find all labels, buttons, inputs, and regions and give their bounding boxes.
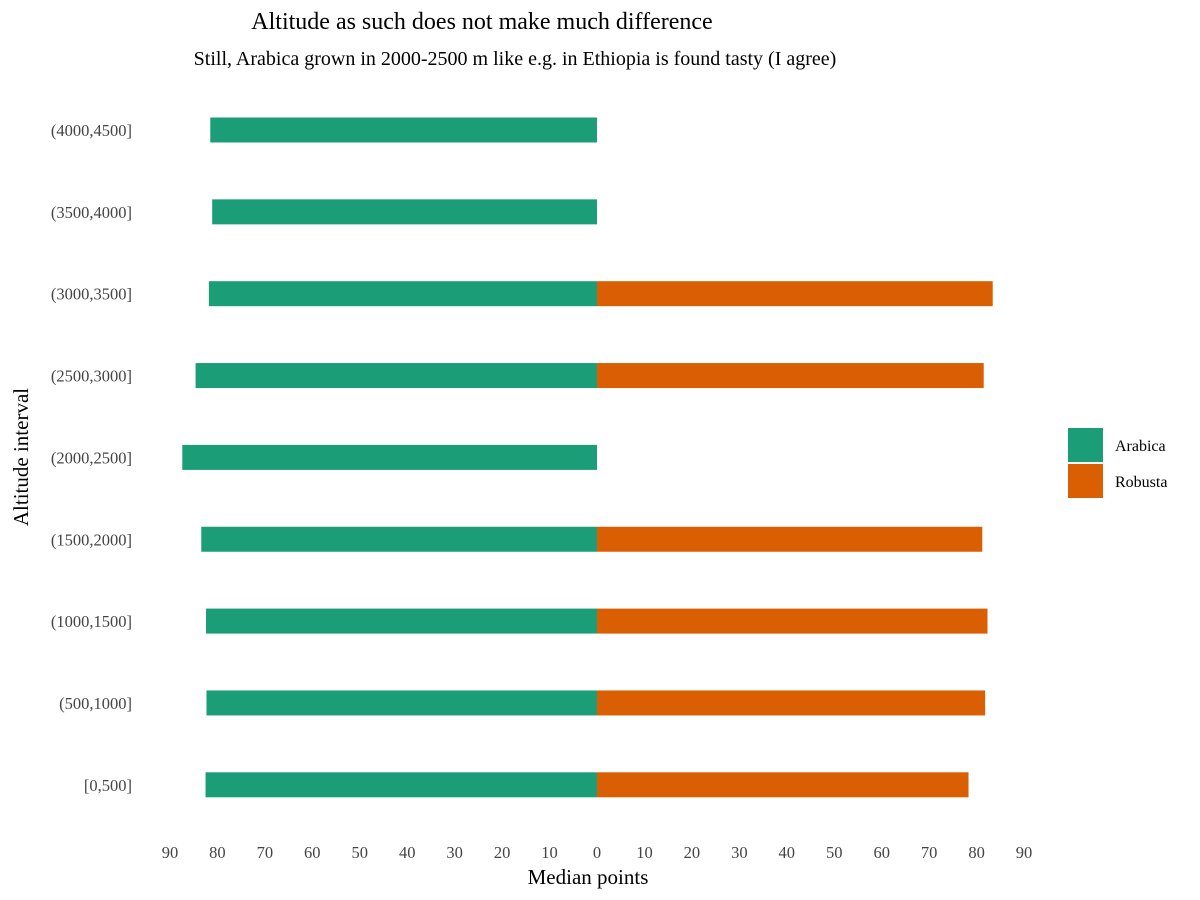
bar-robusta-5 — [597, 363, 984, 389]
x-tick-label: 10 — [636, 843, 653, 862]
bar-robusta-2 — [597, 608, 988, 634]
x-tick-label: 60 — [304, 843, 321, 862]
bar-robusta-0 — [597, 772, 969, 798]
y-tick-label: (3500,4000] — [51, 203, 132, 222]
legend-key-robusta — [1068, 464, 1103, 498]
legend-label-robusta: Robusta — [1115, 474, 1167, 491]
bar-arabica-5 — [195, 363, 597, 389]
x-tick-label: 50 — [352, 843, 369, 862]
y-tick-label: (2000,2500] — [51, 448, 132, 467]
x-tick-label: 80 — [209, 843, 226, 862]
x-tick-label: 90 — [162, 843, 179, 862]
y-tick-label: (3000,3500] — [51, 285, 132, 304]
y-tick-label: (1500,2000] — [51, 530, 132, 549]
x-tick-label: 90 — [1016, 843, 1033, 862]
bar-arabica-2 — [206, 608, 597, 634]
x-tick-label: 40 — [779, 843, 796, 862]
y-tick-label: (4000,4500] — [51, 121, 132, 140]
x-tick-label: 80 — [968, 843, 985, 862]
x-tick-label: 10 — [541, 843, 558, 862]
legend-label-arabica: Arabica — [1115, 438, 1166, 455]
x-tick-label: 20 — [494, 843, 511, 862]
x-tick-label: 30 — [731, 843, 748, 862]
bar-arabica-8 — [210, 117, 597, 143]
legend: Arabica Robusta — [1068, 428, 1167, 498]
bar-arabica-7 — [212, 199, 598, 225]
bar-robusta-6 — [597, 281, 993, 307]
x-tick-label: 70 — [921, 843, 938, 862]
y-axis-title: Altitude interval — [9, 388, 33, 526]
bar-robusta-1 — [597, 690, 986, 716]
bar-arabica-0 — [205, 772, 597, 798]
bar-arabica-3 — [201, 526, 597, 552]
x-tick-label: 0 — [593, 843, 601, 862]
bar-arabica-4 — [182, 444, 598, 470]
legend-key-arabica — [1068, 428, 1103, 462]
y-tick-label: (2500,3000] — [51, 367, 132, 386]
x-tick-label: 30 — [446, 843, 463, 862]
chart-title: Altitude as such does not make much diff… — [251, 9, 712, 35]
x-tick-labels: 90 80 70 60 50 40 30 20 10 0 10 20 30 40 50 60 70 80 90 — [162, 843, 1033, 862]
y-tick-label: (1000,1500] — [51, 612, 132, 631]
bar-robusta-3 — [597, 526, 983, 552]
y-tick-labels: [0,500] (500,1000] (1000,1500] (1500,2000] (… — [51, 121, 132, 795]
x-tick-label: 50 — [826, 843, 843, 862]
x-tick-label: 60 — [873, 843, 890, 862]
chart-subtitle: Still, Arabica grown in 2000-2500 m like… — [194, 48, 837, 70]
bar-arabica-6 — [208, 281, 597, 307]
x-tick-label: 20 — [684, 843, 701, 862]
x-tick-label: 70 — [257, 843, 274, 862]
x-axis-title: Median points — [528, 865, 649, 889]
y-tick-label: (500,1000] — [59, 694, 132, 713]
y-tick-label: [0,500] — [84, 776, 132, 795]
x-tick-label: 40 — [399, 843, 416, 862]
bar-arabica-1 — [206, 690, 597, 716]
bars-group — [182, 117, 993, 798]
